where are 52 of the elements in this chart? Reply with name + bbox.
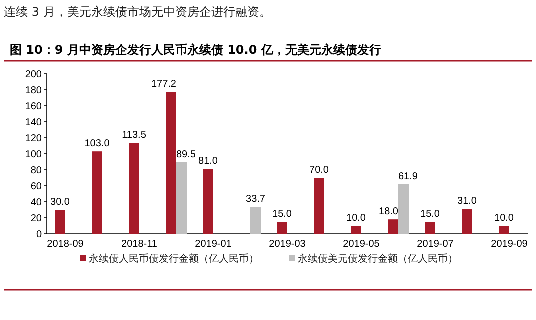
chart-title: 图 10：9 月中资房企发行人民币永续债 10.0 亿，无美元永续债发行 [10,43,382,57]
y-tick-label: 100 [25,150,42,160]
data-label: 61.9 [398,171,418,182]
data-label: 113.5 [122,130,147,142]
bar [250,207,261,234]
data-label: 15.0 [272,209,292,220]
data-label: 18.0 [379,206,399,218]
x-tick-label: 2019-09 [491,239,528,250]
bar [277,222,288,234]
y-tick-label: 160 [25,102,42,112]
y-tick-label: 80 [30,166,42,176]
y-tick-label: 0 [36,230,42,240]
bar [176,162,187,234]
data-label: 89.5 [176,149,196,160]
y-tick-label: 20 [30,214,42,224]
data-label: 31.0 [458,196,478,208]
data-label: 177.2 [151,79,177,90]
bar [166,92,176,234]
data-label: 103.0 [84,138,110,150]
bar [388,220,398,234]
y-tick-label: 40 [30,198,42,208]
data-label: 15.0 [420,209,440,220]
y-tick-label: 60 [30,182,42,192]
legend-label: 永续债美元债发行金额（亿人民币） [298,253,458,265]
bar [129,143,140,234]
bar [92,152,102,234]
bar [55,210,66,234]
x-tick-label: 2019-05 [343,239,380,250]
y-tick-label: 180 [25,86,42,96]
data-label: 30.0 [50,197,70,208]
y-tick-label: 140 [25,118,42,128]
data-label: 70.0 [310,165,330,176]
bar [314,178,324,234]
text: 连续 3 月，美元永续债市场无中资房企进行融资。 [4,5,272,19]
x-tick-label: 2019-07 [417,239,454,250]
bar [203,169,214,234]
bar [499,226,510,234]
bar [425,222,436,234]
y-tick-label: 120 [25,134,42,144]
legend-label: 永续债人民币债发行金额（亿人民币） [89,253,259,265]
data-label: 10.0 [346,213,366,224]
x-tick-label: 2019-01 [195,239,232,250]
x-tick-label: 2018-11 [122,239,158,250]
data-label: 81.0 [198,156,218,168]
data-label: 10.0 [494,213,514,224]
y-tick-label: 200 [25,70,42,80]
bar [398,184,409,234]
x-tick-label: 2018-09 [47,239,84,250]
x-tick-label: 2019-03 [269,239,306,250]
bar [462,209,472,234]
data-label: 33.7 [246,194,266,206]
bar [351,226,362,234]
